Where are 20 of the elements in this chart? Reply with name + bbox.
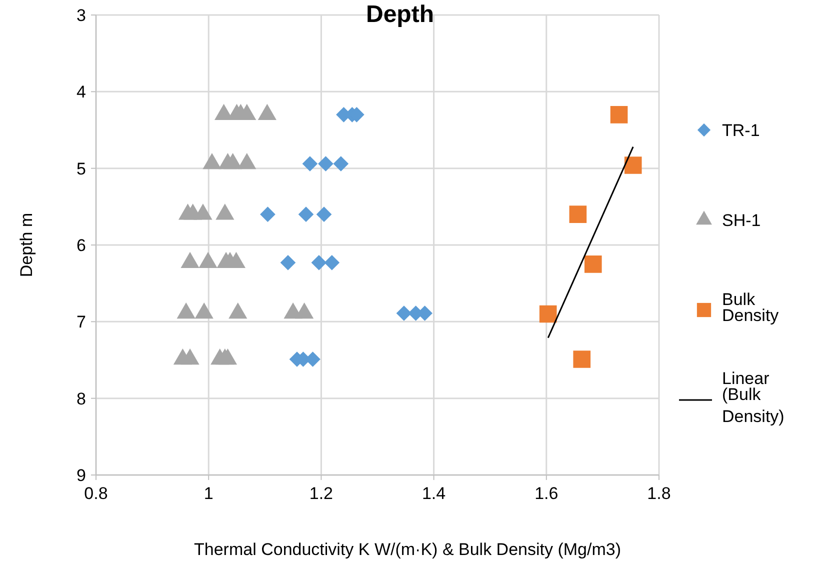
y-tick-label: 4: [76, 82, 86, 102]
x-axis-title: Thermal Conductivity K W/(m·K) & Bulk Density (Mg/m3): [194, 540, 621, 559]
y-tick-label: 3: [76, 6, 86, 25]
y-tick-label: 8: [76, 389, 86, 408]
y-tick-label: 6: [76, 236, 86, 255]
y-tick-label: 7: [76, 312, 86, 332]
y-axis-title: Depth m: [17, 212, 36, 278]
x-tick-label: 1.4: [422, 484, 446, 503]
legend-label: Linear (Bulk Density): [722, 368, 784, 426]
x-tick-label: 1.2: [309, 484, 334, 503]
x-tick-label: 0.8: [84, 484, 108, 503]
legend-label: SH-1: [722, 210, 761, 230]
x-tick-label: 1.6: [534, 484, 558, 503]
legend-label: TR-1: [722, 120, 760, 140]
x-tick-label: 1.8: [647, 484, 671, 503]
chart-title: Depth: [366, 1, 434, 28]
legend-label: Bulk Density: [722, 290, 780, 325]
y-tick-label: 5: [76, 159, 86, 178]
y-tick-label: 9: [76, 466, 86, 485]
x-tick-label: 1: [204, 484, 214, 503]
